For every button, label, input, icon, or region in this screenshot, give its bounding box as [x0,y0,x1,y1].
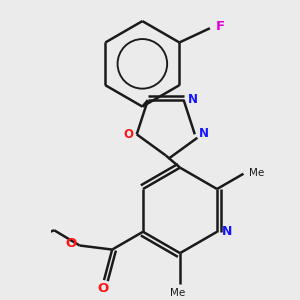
Text: O: O [124,128,134,141]
Text: N: N [188,93,198,106]
Text: Me: Me [170,288,186,298]
Text: O: O [98,282,109,295]
Text: N: N [222,225,232,238]
Text: N: N [199,127,209,140]
Text: O: O [66,237,77,250]
Text: Me: Me [249,168,264,178]
Text: F: F [215,20,225,33]
